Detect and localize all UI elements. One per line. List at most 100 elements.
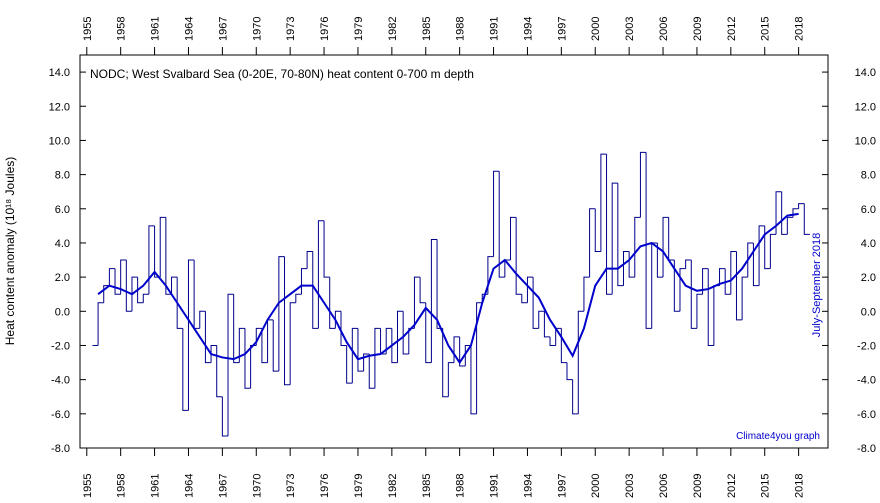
x-tick-label: 1955 xyxy=(82,474,94,498)
x-tick-label: 1970 xyxy=(251,474,263,498)
x-tick-label: 1955 xyxy=(82,17,94,41)
step-segment xyxy=(696,293,703,329)
x-tick-label: 1994 xyxy=(522,17,534,41)
step-segment xyxy=(182,328,189,411)
step-segment xyxy=(114,268,121,295)
step-segment xyxy=(594,208,601,252)
x-tick-label: 2000 xyxy=(590,17,602,41)
step-segment xyxy=(589,208,596,278)
x-tick-label: 1964 xyxy=(183,17,195,41)
step-segment xyxy=(357,328,364,372)
step-segment xyxy=(758,225,765,286)
y-tick-label: -6.0 xyxy=(51,409,70,421)
step-segment xyxy=(493,170,500,257)
running-mean xyxy=(97,212,799,365)
y-tick-label: -6.0 xyxy=(857,409,876,421)
step-segment xyxy=(764,225,771,270)
step-segment xyxy=(781,191,788,235)
step-segment xyxy=(346,345,353,384)
x-tick-label: 1961 xyxy=(150,474,162,498)
step-segment xyxy=(108,268,116,286)
y-tick-label: -8.0 xyxy=(51,443,70,455)
step-segment xyxy=(730,251,737,295)
step-segment xyxy=(741,276,748,320)
step-segment xyxy=(351,327,358,384)
step-segment xyxy=(690,260,697,329)
step-segment xyxy=(142,293,149,303)
step-segment xyxy=(713,285,720,346)
y-tick-label: 0.0 xyxy=(55,306,70,318)
step-segment xyxy=(515,217,522,295)
step-segment xyxy=(639,151,647,218)
step-segment xyxy=(543,311,551,338)
step-segment xyxy=(210,344,217,363)
step-segment xyxy=(261,328,268,364)
step-segment xyxy=(204,311,212,364)
step-segment xyxy=(538,310,545,329)
step-segment xyxy=(329,277,336,329)
step-segment xyxy=(233,294,240,364)
step-segment xyxy=(509,216,517,261)
x-tick-label: 1961 xyxy=(150,17,162,41)
step-segment xyxy=(566,362,573,381)
x-tick-label: 2012 xyxy=(726,474,738,498)
y-tick-label: 10.0 xyxy=(49,135,70,147)
x-tick-label: 2006 xyxy=(658,474,670,498)
step-segment xyxy=(340,311,347,346)
x-tick-label: 1973 xyxy=(285,474,297,498)
step-segment xyxy=(216,345,223,398)
step-segment xyxy=(600,153,607,252)
step-segment xyxy=(402,311,409,355)
step-segment xyxy=(323,220,330,278)
y-axis-label: Heat content anomaly (10¹⁸ Joules) xyxy=(3,157,17,346)
step-segment xyxy=(679,268,686,312)
y-tick-label: -4.0 xyxy=(51,375,70,387)
step-segment xyxy=(391,328,398,364)
x-tick-label: 1997 xyxy=(556,17,568,41)
x-tick-label: 2015 xyxy=(760,17,772,41)
x-tick-label: 1982 xyxy=(387,17,399,41)
step-segment xyxy=(187,259,195,411)
step-segment xyxy=(735,251,743,321)
step-segment xyxy=(250,344,257,389)
step-segment xyxy=(278,256,285,372)
step-segment xyxy=(397,310,404,363)
step-segment xyxy=(606,154,613,295)
step-segment xyxy=(803,203,810,235)
step-segment xyxy=(368,354,375,389)
y-tick-label: -2.0 xyxy=(51,340,70,352)
step-segment xyxy=(532,277,539,329)
step-segment xyxy=(526,276,534,303)
x-tick-label: 2009 xyxy=(692,474,704,498)
x-tick-label: 1991 xyxy=(489,474,501,498)
step-segment xyxy=(668,217,675,261)
x-tick-label: 1997 xyxy=(556,474,568,498)
step-segment xyxy=(752,242,760,287)
step-segment xyxy=(577,310,584,414)
annotation: Climate4you graph xyxy=(736,431,820,442)
y-tick-label: 12.0 xyxy=(49,101,70,113)
step-segment xyxy=(267,319,274,363)
step-segment xyxy=(583,276,590,312)
y-tick-label: 10.0 xyxy=(855,135,876,147)
step-segment xyxy=(199,310,206,329)
x-tick-label: 1988 xyxy=(455,474,467,498)
x-tick-label: 1988 xyxy=(455,17,467,41)
step-segment xyxy=(464,344,471,366)
step-segment xyxy=(476,302,483,414)
step-segment xyxy=(747,242,754,278)
step-segment xyxy=(447,362,454,397)
x-tick-label: 1967 xyxy=(217,474,229,498)
step-segment xyxy=(221,396,229,437)
step-segment xyxy=(306,251,313,269)
step-segment xyxy=(317,220,325,329)
x-tick-label: 1964 xyxy=(183,474,195,498)
step-segment xyxy=(363,353,370,372)
y-tick-label: -4.0 xyxy=(857,375,876,387)
step-segment xyxy=(786,216,793,235)
step-segment xyxy=(430,239,438,363)
step-segment xyxy=(425,302,432,364)
x-tick-label: 1985 xyxy=(421,17,433,41)
step-segment xyxy=(334,310,342,329)
x-tick-label: 2009 xyxy=(692,17,704,41)
